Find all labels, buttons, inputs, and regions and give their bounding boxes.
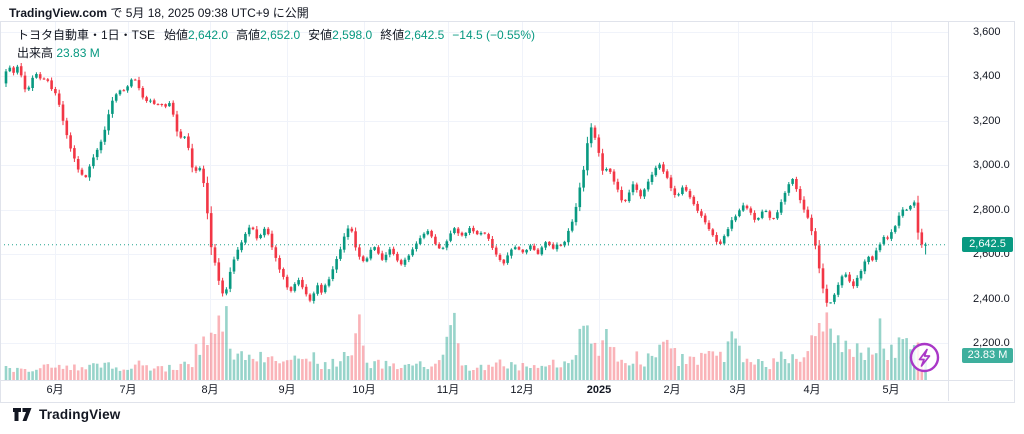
publish-header: TradingView.com で 5月 18, 2025 09:38 UTC+… <box>9 4 309 21</box>
chart-legend: トヨタ自動車・1日・TSE 始値2,642.0 高値2,652.0 安値2,598.0… <box>17 26 535 62</box>
header-brand[interactable]: TradingView.com <box>9 6 108 20</box>
time-tick-label: 6月 <box>46 384 64 396</box>
time-tick-label: 11月 <box>436 384 460 396</box>
time-tick-label: 4月 <box>803 384 821 396</box>
high-label: 高値 <box>236 28 261 42</box>
low-label: 安値 <box>308 28 333 42</box>
tradingview-attribution[interactable]: TradingView <box>13 407 120 422</box>
flash-boost-button[interactable] <box>908 341 941 374</box>
symbol-title[interactable]: トヨタ自動車・1日・TSE <box>17 28 156 42</box>
volume-bars <box>4 306 927 380</box>
header-published-text: で 5月 18, 2025 09:38 UTC+9 に公開 <box>107 6 309 20</box>
time-tick-label: 8月 <box>201 384 219 396</box>
time-tick-label: 12月 <box>510 384 534 396</box>
price-tick-label: 3,400 <box>973 70 1001 83</box>
volume-value: 23.83 M <box>56 46 100 60</box>
time-tick-label: 2025 <box>586 384 612 396</box>
legend-row-main: トヨタ自動車・1日・TSE 始値2,642.0 高値2,652.0 安値2,598.0… <box>17 26 535 44</box>
close-label: 終値 <box>380 28 405 42</box>
time-tick-label: 2月 <box>663 384 681 396</box>
open-label: 始値 <box>164 28 189 42</box>
last-price-badge: 2,642.5 <box>962 237 1013 253</box>
price-tick-label: 3,600 <box>973 26 1001 38</box>
time-tick-label: 5月 <box>882 384 900 396</box>
change-value: −14.5 (−0.55%) <box>452 28 535 42</box>
price-tick-label: 2,200.0 <box>973 336 1010 349</box>
last-volume-badge: 23.83 M <box>962 347 1013 363</box>
tradingview-logo-icon <box>13 408 32 421</box>
time-tick-label: 9月 <box>278 384 296 396</box>
open-value: 2,642.0 <box>188 28 229 42</box>
attribution-brand-text: TradingView <box>39 407 121 422</box>
legend-row-volume: 出来高 23.83 M <box>17 44 535 62</box>
time-tick-label: 3月 <box>729 384 747 396</box>
price-tick-label: 3,200 <box>973 114 1001 127</box>
candles <box>4 63 927 307</box>
close-value: 2,642.5 <box>404 28 445 42</box>
low-value: 2,598.0 <box>332 28 373 42</box>
time-tick-label: 7月 <box>119 384 137 396</box>
flash-icon <box>909 342 940 373</box>
gridlines <box>0 22 948 380</box>
price-tick-label: 2,400.0 <box>973 292 1010 305</box>
price-tick-label: 3,000.0 <box>973 159 1010 172</box>
volume-label: 出来高 <box>17 46 54 60</box>
time-tick-label: 10月 <box>352 384 376 396</box>
high-value: 2,652.0 <box>260 28 301 42</box>
price-tick-label: 2,800.0 <box>973 203 1010 216</box>
